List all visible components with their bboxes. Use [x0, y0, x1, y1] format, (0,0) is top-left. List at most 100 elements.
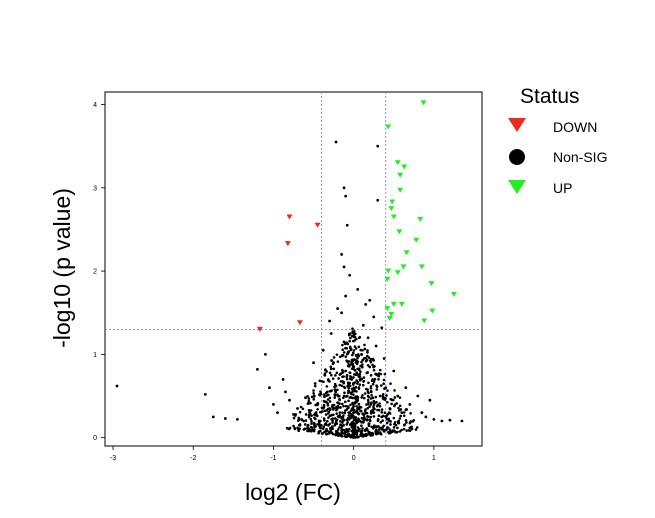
- data-point: [386, 400, 389, 404]
- data-point: [365, 427, 369, 430]
- data-point: [387, 419, 391, 422]
- data-point: [345, 377, 349, 381]
- series-nonsig-cluster: [285, 327, 419, 439]
- data-point: [264, 352, 267, 356]
- data-point: [410, 427, 414, 431]
- data-point: [307, 408, 311, 412]
- data-point: [399, 414, 402, 418]
- data-point: [343, 342, 347, 346]
- data-point: [345, 346, 348, 350]
- data-point: [365, 387, 368, 391]
- legend-item-up: UP: [508, 180, 572, 196]
- data-point: [362, 396, 366, 400]
- data-point: [373, 377, 377, 381]
- data-point: [386, 389, 389, 392]
- data-point: [223, 417, 227, 420]
- data-point: [376, 198, 380, 202]
- data-point: [379, 421, 383, 424]
- data-point: [328, 371, 332, 375]
- data-point: [329, 367, 333, 371]
- data-point: [321, 432, 324, 435]
- data-point: [341, 370, 345, 373]
- data-point: [314, 222, 321, 228]
- data-points: [115, 100, 464, 439]
- data-point: [347, 389, 350, 393]
- data-point: [409, 420, 412, 423]
- data-point: [338, 411, 342, 414]
- data-point: [351, 362, 355, 366]
- legend: Status DOWN Non-SIG UP: [508, 85, 607, 196]
- data-point: [382, 357, 386, 360]
- data-point: [369, 357, 373, 361]
- data-point: [385, 124, 392, 130]
- data-point: [374, 372, 378, 376]
- data-point: [356, 380, 360, 384]
- data-point: [349, 403, 352, 407]
- data-point: [306, 394, 309, 398]
- data-point: [389, 199, 396, 205]
- data-point: [287, 427, 291, 431]
- data-point: [325, 385, 329, 388]
- data-point: [203, 392, 207, 396]
- data-point: [364, 412, 367, 415]
- data-point: [358, 375, 362, 378]
- data-point: [342, 385, 346, 389]
- data-point: [340, 416, 344, 420]
- data-point: [324, 423, 328, 427]
- data-point: [398, 430, 402, 433]
- data-point: [338, 383, 342, 387]
- data-point: [343, 411, 347, 415]
- data-point: [363, 416, 366, 419]
- data-point: [342, 381, 346, 385]
- data-point: [324, 413, 328, 416]
- data-point: [363, 347, 367, 351]
- data-point: [115, 384, 119, 388]
- data-point: [336, 428, 340, 431]
- y-tick-label: 2: [93, 269, 97, 276]
- data-point: [349, 332, 352, 335]
- data-point: [307, 397, 311, 400]
- data-point: [368, 298, 372, 302]
- data-point: [359, 364, 362, 368]
- data-point: [342, 340, 346, 344]
- data-point: [365, 358, 369, 362]
- data-point: [336, 388, 339, 392]
- data-point: [376, 144, 380, 148]
- data-point: [372, 403, 376, 406]
- data-point: [356, 407, 359, 411]
- data-point: [372, 415, 376, 418]
- y-axis-label: -log10 (p value): [49, 188, 75, 348]
- data-point: [351, 390, 354, 394]
- data-point: [358, 372, 362, 376]
- data-point: [367, 356, 371, 359]
- data-point: [397, 172, 404, 178]
- data-point: [329, 365, 333, 369]
- series-down: [256, 214, 321, 332]
- data-point: [354, 417, 357, 420]
- y-tick-label: 3: [93, 185, 97, 192]
- data-point: [320, 410, 324, 414]
- data-point: [334, 419, 338, 423]
- data-point: [333, 385, 336, 389]
- data-point: [377, 425, 380, 428]
- data-point: [294, 413, 298, 416]
- data-point: [324, 391, 328, 395]
- data-point: [396, 420, 400, 423]
- data-point: [396, 229, 403, 235]
- data-point: [310, 414, 313, 417]
- data-point: [333, 388, 337, 391]
- data-point: [350, 378, 354, 381]
- data-point: [386, 316, 393, 322]
- data-point: [386, 426, 389, 430]
- data-point: [359, 409, 362, 413]
- data-point: [333, 382, 337, 386]
- data-point: [357, 417, 360, 420]
- data-point: [347, 350, 351, 353]
- data-point: [330, 417, 333, 421]
- data-point: [341, 380, 344, 383]
- data-point: [316, 423, 319, 426]
- data-point: [351, 420, 354, 424]
- data-point: [316, 402, 319, 405]
- data-point: [297, 416, 301, 420]
- data-point: [351, 351, 355, 355]
